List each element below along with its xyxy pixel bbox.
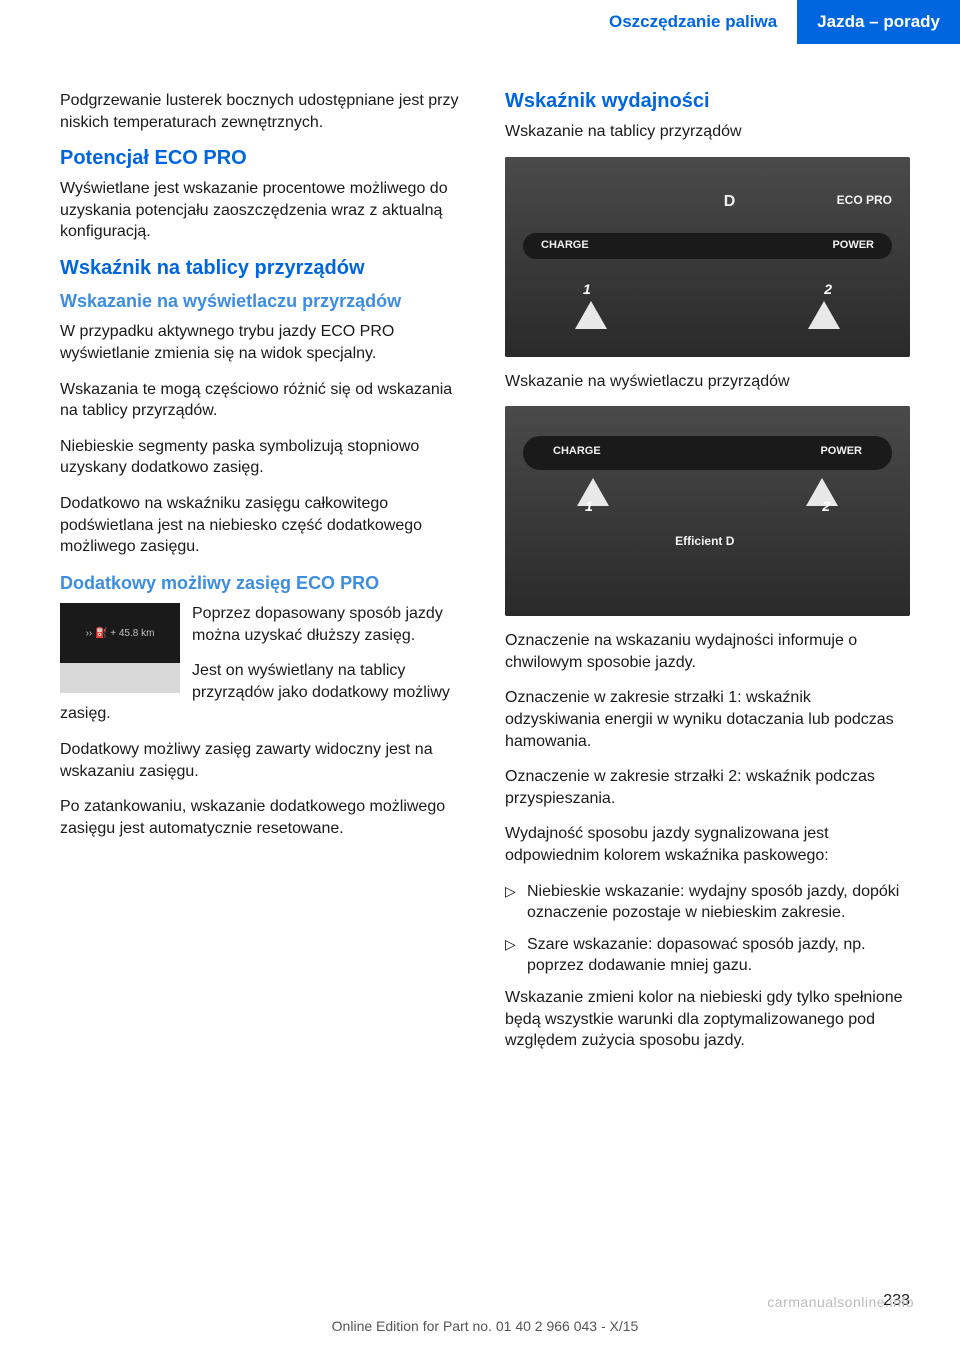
page-footer: 233 Online Edition for Part no. 01 40 2 … bbox=[0, 1318, 960, 1334]
intro-text: Podgrzewanie lusterek bocznych udostęp­n… bbox=[60, 90, 465, 133]
gauge1-num-1: 1 bbox=[583, 281, 591, 297]
potential-text: Wyświetlane jest wskazanie procentowe mo… bbox=[60, 178, 465, 243]
display-p2: Wskazania te mogą częściowo różnić się o… bbox=[60, 379, 465, 422]
eff-p1: Oznaczenie na wskazaniu wydajności infor… bbox=[505, 630, 910, 673]
bullet-item-1: ▷ Niebieskie wskazanie: wydajny sposób j… bbox=[505, 881, 910, 924]
gauge1-power: POWER bbox=[832, 239, 874, 251]
page-header: Oszczędzanie paliwa Jazda – porady bbox=[0, 0, 960, 60]
bullet-2-text: Szare wskazanie: dopasować sposób jazdy,… bbox=[527, 934, 910, 977]
gauge2-num-2: 2 bbox=[822, 498, 830, 514]
left-column: Podgrzewanie lusterek bocznych udostęp­n… bbox=[60, 90, 465, 1066]
eff-p2: Oznaczenie w zakresie strzałki 1: wskaźn… bbox=[505, 687, 910, 752]
bonus-image-text: ›› ⛽ + 45.8 km bbox=[60, 603, 180, 663]
header-tab-topic: Oszczędzanie paliwa bbox=[589, 0, 797, 44]
display-p1: W przypadku aktywnego trybu jazdy ECO PR… bbox=[60, 321, 465, 364]
caption-gauge-2: Wskazanie na wyświetlaczu przyrządów bbox=[505, 371, 910, 393]
gauge1-arrow-1-icon bbox=[575, 301, 607, 329]
heading-bonus-range: Dodatkowy możliwy zasięg ECO PRO bbox=[60, 572, 465, 595]
bullet-marker-icon: ▷ bbox=[505, 934, 527, 977]
footer-edition-line: Online Edition for Part no. 01 40 2 966 … bbox=[60, 1318, 910, 1334]
page-content: Podgrzewanie lusterek bocznych udostęp­n… bbox=[0, 60, 960, 1066]
eff-p4: Wydajność sposobu jazdy sygnalizowana je… bbox=[505, 823, 910, 866]
gauge1-eco: ECO PRO bbox=[837, 193, 892, 207]
gauge2-arrow-1-icon bbox=[577, 478, 609, 506]
gauge-image-2: CHARGE POWER Efficient D 1 2 bbox=[505, 406, 910, 616]
heading-indicator: Wskaźnik na tablicy przyrządów bbox=[60, 257, 465, 280]
gauge1-num-2: 2 bbox=[824, 281, 832, 297]
heading-potential: Potencjał ECO PRO bbox=[60, 147, 465, 170]
gauge2-num-1: 1 bbox=[585, 498, 593, 514]
gauge1-d: D bbox=[724, 193, 736, 211]
bonus-range-image: ›› ⛽ + 45.8 km bbox=[60, 603, 180, 693]
gauge1-charge: CHARGE bbox=[541, 239, 589, 251]
bullet-marker-icon: ▷ bbox=[505, 881, 527, 924]
gauge2-eff: Efficient D bbox=[675, 534, 734, 548]
bonus-p3: Dodatkowy możliwy zasięg zawarty widoczn… bbox=[60, 739, 465, 782]
bonus-block: ›› ⛽ + 45.8 km Poprzez dopasowany sposób… bbox=[60, 603, 465, 739]
gauge2-power: POWER bbox=[820, 445, 862, 457]
eff-p5: Wskazanie zmieni kolor na niebieski gdy … bbox=[505, 987, 910, 1052]
bullet-1-text: Niebieskie wskazanie: wydajny sposób jaz… bbox=[527, 881, 910, 924]
header-tab-section: Jazda – porady bbox=[797, 0, 960, 44]
bonus-image-bottom bbox=[60, 663, 180, 693]
right-column: Wskaźnik wydajności Wskazanie na tablicy… bbox=[505, 90, 910, 1066]
bullet-item-2: ▷ Szare wskazanie: dopasować sposób jazd… bbox=[505, 934, 910, 977]
display-p3: Niebieskie segmenty paska symbolizują st… bbox=[60, 436, 465, 479]
footer-watermark: carmanualsonline.info bbox=[767, 1294, 914, 1310]
gauge2-charge: CHARGE bbox=[553, 445, 601, 457]
caption-gauge-1: Wskazanie na tablicy przyrządów bbox=[505, 121, 910, 143]
gauge1-arrow-2-icon bbox=[808, 301, 840, 329]
footer-edition-text: Online Edition for Part no. 01 40 2 966 … bbox=[332, 1318, 639, 1334]
gauge-image-1: D ECO PRO CHARGE POWER 1 2 bbox=[505, 157, 910, 357]
bonus-p4: Po zatankowaniu, wskazanie dodatkowego m… bbox=[60, 796, 465, 839]
heading-display: Wskazanie na wyświetlaczu przyrządów bbox=[60, 290, 465, 313]
eff-p3: Oznaczenie w zakresie strzałki 2: wskaźn… bbox=[505, 766, 910, 809]
heading-efficiency: Wskaźnik wydajności bbox=[505, 90, 910, 113]
display-p4: Dodatkowo na wskaźniku zasięgu całkowite… bbox=[60, 493, 465, 558]
